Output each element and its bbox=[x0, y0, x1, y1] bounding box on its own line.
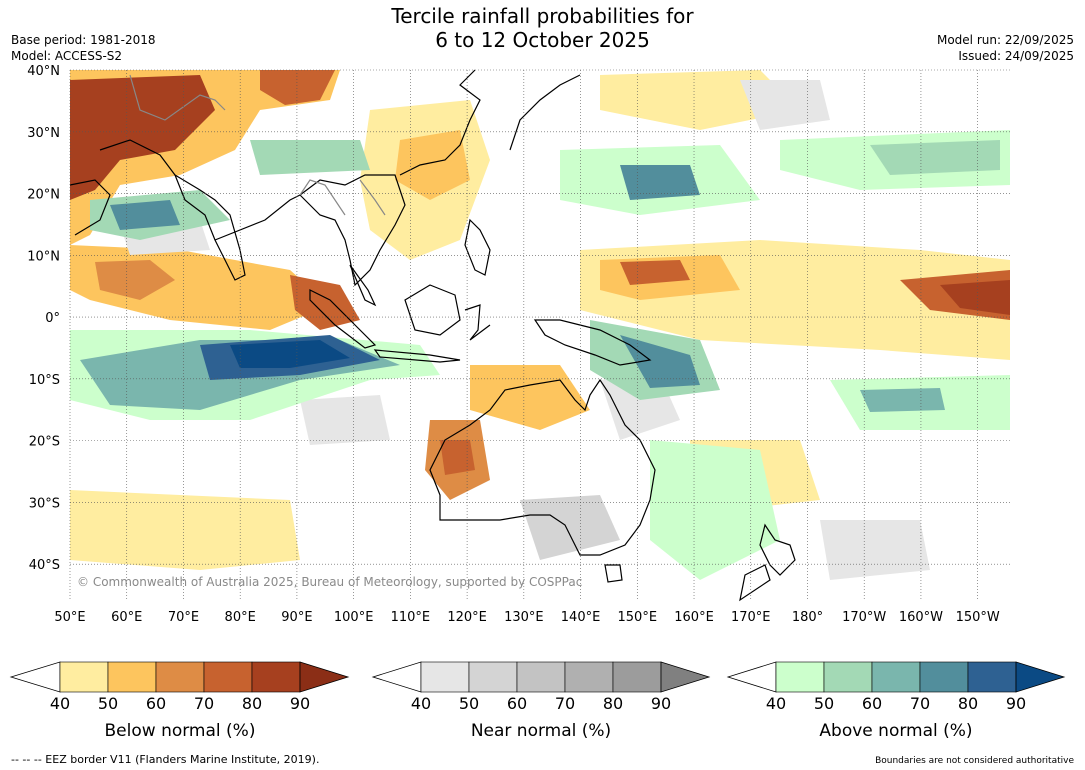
colorbar-segment bbox=[468, 661, 518, 693]
lat-tick-label: 40°N bbox=[27, 64, 60, 79]
colorbar-tick-label: 40 bbox=[766, 694, 786, 713]
colorbar-segment bbox=[203, 661, 253, 693]
lat-tick-label: 10°N bbox=[27, 249, 60, 264]
base-period: Base period: 1981-2018 bbox=[11, 33, 156, 47]
colorbar-segment bbox=[612, 661, 662, 693]
colorbar-tick-label: 90 bbox=[651, 694, 671, 713]
country-borders bbox=[129, 74, 386, 216]
lon-tick-label: 130°E bbox=[504, 610, 544, 625]
colorbar-tick-label: 90 bbox=[1006, 694, 1026, 713]
colorbar-tick-label: 60 bbox=[146, 694, 166, 713]
lon-tick-label: 170°W bbox=[842, 610, 886, 625]
lon-tick-label: 90°E bbox=[281, 610, 312, 625]
chart-title: Tercile rainfall probabilities for 6 to … bbox=[0, 4, 1085, 52]
lat-tick-label: 20°N bbox=[27, 188, 60, 203]
colorbar-segment bbox=[775, 661, 825, 693]
latitude-labels: 40°N 30°N 20°N 10°N 0° 10°S 20°S 30°S 40°S bbox=[27, 64, 60, 573]
issued-date: Issued: 24/09/2025 bbox=[958, 49, 1074, 63]
colorbar-tick-label: 70 bbox=[910, 694, 930, 713]
colorbar-tick-label: 40 bbox=[50, 694, 70, 713]
colorbar-over-arrow bbox=[660, 661, 711, 693]
colorbar-tick-label: 60 bbox=[862, 694, 882, 713]
colorbar-over-arrow bbox=[1015, 661, 1066, 693]
lon-tick-label: 60°E bbox=[111, 610, 142, 625]
colorbar-tick-label: 90 bbox=[290, 694, 310, 713]
lon-tick-label: 80°E bbox=[225, 610, 256, 625]
colorbar-tick-label: 50 bbox=[814, 694, 834, 713]
title-line-2: 6 to 12 October 2025 bbox=[435, 28, 650, 52]
lat-tick-label: 40°S bbox=[29, 558, 60, 573]
colorbar-segment bbox=[967, 661, 1017, 693]
colorbar-3: 40 50 60 70 80 90 Above normal (%) bbox=[726, 661, 1066, 741]
lon-tick-label: 100°E bbox=[334, 610, 374, 625]
colorbar-tick-label: 50 bbox=[459, 694, 479, 713]
lon-tick-label: 150°E bbox=[618, 610, 658, 625]
colorbar-tick-label: 50 bbox=[98, 694, 118, 713]
lat-tick-label: 10°S bbox=[29, 373, 60, 388]
colorbar-segment bbox=[823, 661, 873, 693]
lon-tick-label: 140°E bbox=[561, 610, 601, 625]
lon-tick-label: 180° bbox=[792, 610, 823, 625]
model-name: Model: ACCESS-S2 bbox=[11, 49, 123, 63]
lon-tick-label: 110°E bbox=[391, 610, 431, 625]
boundary-disclaimer: Boundaries are not considered authoritat… bbox=[875, 756, 1074, 766]
lon-tick-label: 50°E bbox=[54, 610, 85, 625]
lon-tick-label: 150°W bbox=[956, 610, 1000, 625]
lon-tick-label: 120°E bbox=[447, 610, 487, 625]
lon-tick-label: 160°E bbox=[674, 610, 714, 625]
lat-tick-label: 30°N bbox=[27, 126, 60, 141]
model-info: Base period: 1981-2018 Model: ACCESS-S2 bbox=[11, 32, 156, 64]
colorbar-title: Near normal (%) bbox=[471, 721, 611, 741]
lat-tick-label: 30°S bbox=[29, 496, 60, 511]
colorbar-segment bbox=[251, 661, 301, 693]
lat-tick-label: 20°S bbox=[29, 435, 60, 450]
colorbar-title: Above normal (%) bbox=[819, 721, 972, 741]
colorbar-tick-label: 70 bbox=[555, 694, 575, 713]
colorbar-2: 40 50 60 70 80 90 Near normal (%) bbox=[371, 661, 711, 741]
colorbar-under-arrow bbox=[9, 661, 61, 693]
colorbar-segment bbox=[919, 661, 969, 693]
colorbar-over-arrow bbox=[299, 661, 350, 693]
colorbar-title: Below normal (%) bbox=[105, 721, 256, 741]
colorbar-1: 40 50 60 70 80 90 Below normal (%) bbox=[9, 661, 350, 741]
longitude-labels: 50°E 60°E 70°E 80°E 90°E 100°E 110°E 120°E 130°E… bbox=[54, 610, 1000, 625]
lon-tick-label: 160°W bbox=[899, 610, 943, 625]
colorbar-tick-label: 80 bbox=[603, 694, 623, 713]
colorbar-under-arrow bbox=[371, 661, 422, 693]
colorbar-tick-label: 70 bbox=[194, 694, 214, 713]
colorbar-segment bbox=[564, 661, 614, 693]
title-line-1: Tercile rainfall probabilities for bbox=[391, 4, 694, 28]
copyright-notice: © Commonwealth of Australia 2025, Bureau… bbox=[77, 575, 582, 589]
run-info: Model run: 22/09/2025 Issued: 24/09/2025 bbox=[937, 32, 1074, 64]
colorbar-segment bbox=[59, 661, 109, 693]
colorbar-under-arrow bbox=[726, 661, 777, 693]
colorbar-segment bbox=[420, 661, 470, 693]
graticule bbox=[69, 69, 1010, 600]
colorbar-tick-label: 80 bbox=[242, 694, 262, 713]
probability-field bbox=[70, 70, 1010, 600]
colorbar-segment bbox=[155, 661, 205, 693]
model-run: Model run: 22/09/2025 bbox=[936, 33, 1074, 47]
colorbar-tick-label: 60 bbox=[507, 694, 527, 713]
colorbar-segment bbox=[516, 661, 566, 693]
lon-tick-label: 170°E bbox=[731, 610, 771, 625]
colorbar-segment bbox=[871, 661, 921, 693]
colorbar-tick-label: 80 bbox=[958, 694, 978, 713]
colorbar-tick-label: 40 bbox=[411, 694, 431, 713]
colorbars: 40 50 60 70 80 90 Below normal (%) 40 50 60 70 80 90… bbox=[9, 661, 1066, 741]
eez-border-note: -- -- -- EEZ border V11 (Flanders Marine… bbox=[11, 753, 319, 766]
colorbar-segment bbox=[107, 661, 157, 693]
lat-tick-label: 0° bbox=[45, 311, 60, 326]
lon-tick-label: 70°E bbox=[168, 610, 199, 625]
